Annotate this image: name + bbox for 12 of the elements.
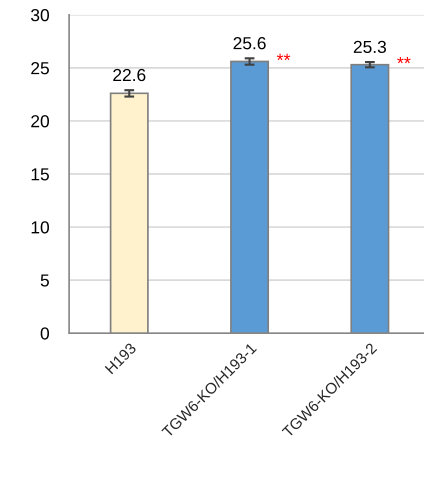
annotation: ** [276,54,290,60]
data-label: 25.6 [234,37,266,50]
annotation: ** [397,56,411,64]
data-label: 25.3 [354,40,386,54]
y-tick-label: 10 [32,221,49,234]
y-tick-label: 30 [31,8,49,22]
y-tick-label: 15 [32,168,49,180]
data-label: 22.6 [113,68,146,82]
y-tick-label: 5 [40,274,49,287]
y-tick-label: 20 [31,115,49,128]
y-tick-label: 0 [40,327,49,340]
y-tick-label: 25 [31,62,49,74]
